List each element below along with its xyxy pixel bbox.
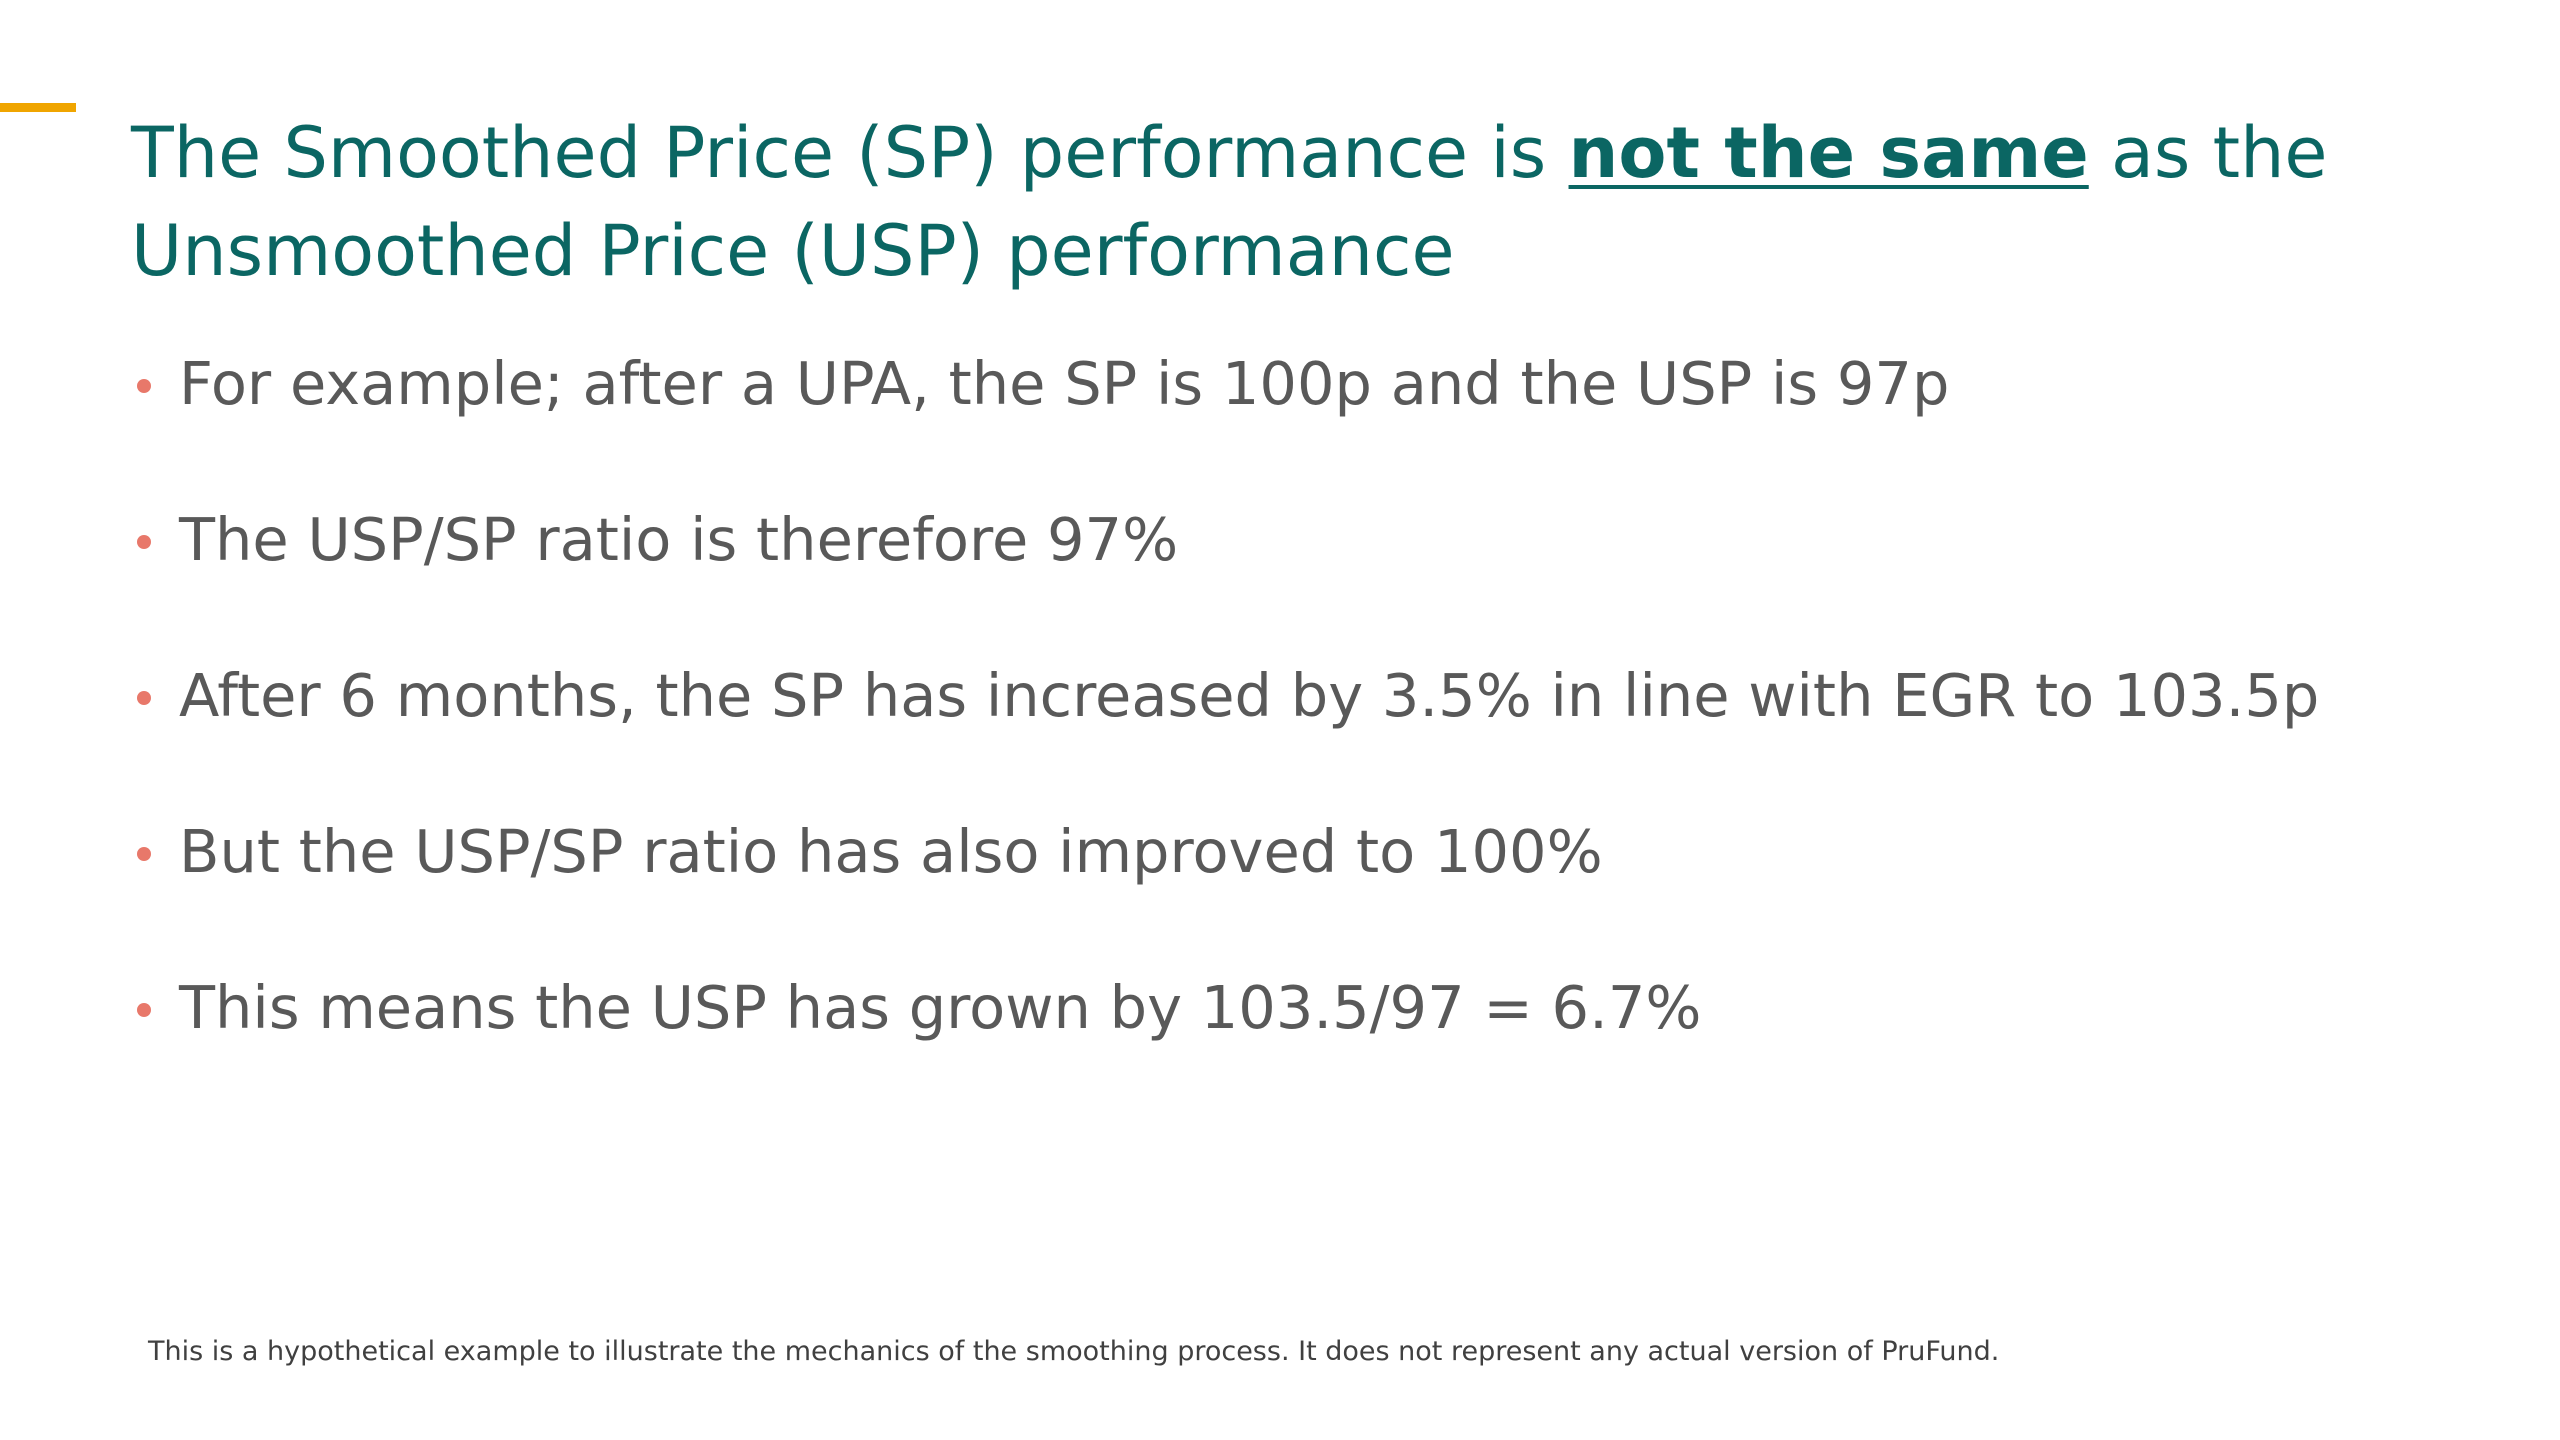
footnote: This is a hypothetical example to illust…	[148, 1336, 2000, 1367]
bullet-dot-icon	[137, 691, 151, 705]
bullet-item: For example; after a UPA, the SP is 100p…	[131, 336, 2431, 492]
title-emphasis: not the same	[1568, 112, 2089, 194]
slide-title: The Smoothed Price (SP) performance is n…	[131, 104, 2381, 300]
bullet-text: But the USP/SP ratio has also improved t…	[179, 817, 1603, 886]
bullet-item: After 6 months, the SP has increased by …	[131, 648, 2431, 804]
title-text-before: The Smoothed Price (SP) performance is	[131, 112, 1569, 194]
bullet-dot-icon	[137, 847, 151, 861]
bullet-item: The USP/SP ratio is therefore 97%	[131, 492, 2431, 648]
bullet-dot-icon	[137, 535, 151, 549]
bullet-text: For example; after a UPA, the SP is 100p…	[179, 349, 1950, 418]
bullet-text: This means the USP has grown by 103.5/97…	[179, 973, 1702, 1042]
bullet-list: For example; after a UPA, the SP is 100p…	[131, 336, 2431, 1116]
bullet-dot-icon	[137, 1003, 151, 1017]
bullet-dot-icon	[137, 379, 151, 393]
accent-bar	[0, 103, 76, 112]
bullet-item: This means the USP has grown by 103.5/97…	[131, 960, 2431, 1116]
bullet-item: But the USP/SP ratio has also improved t…	[131, 804, 2431, 960]
title-text-after: as the Unsmoothed Price (USP) performanc…	[131, 112, 2328, 292]
bullet-text: The USP/SP ratio is therefore 97%	[179, 505, 1179, 574]
bullet-text: After 6 months, the SP has increased by …	[179, 661, 2320, 730]
